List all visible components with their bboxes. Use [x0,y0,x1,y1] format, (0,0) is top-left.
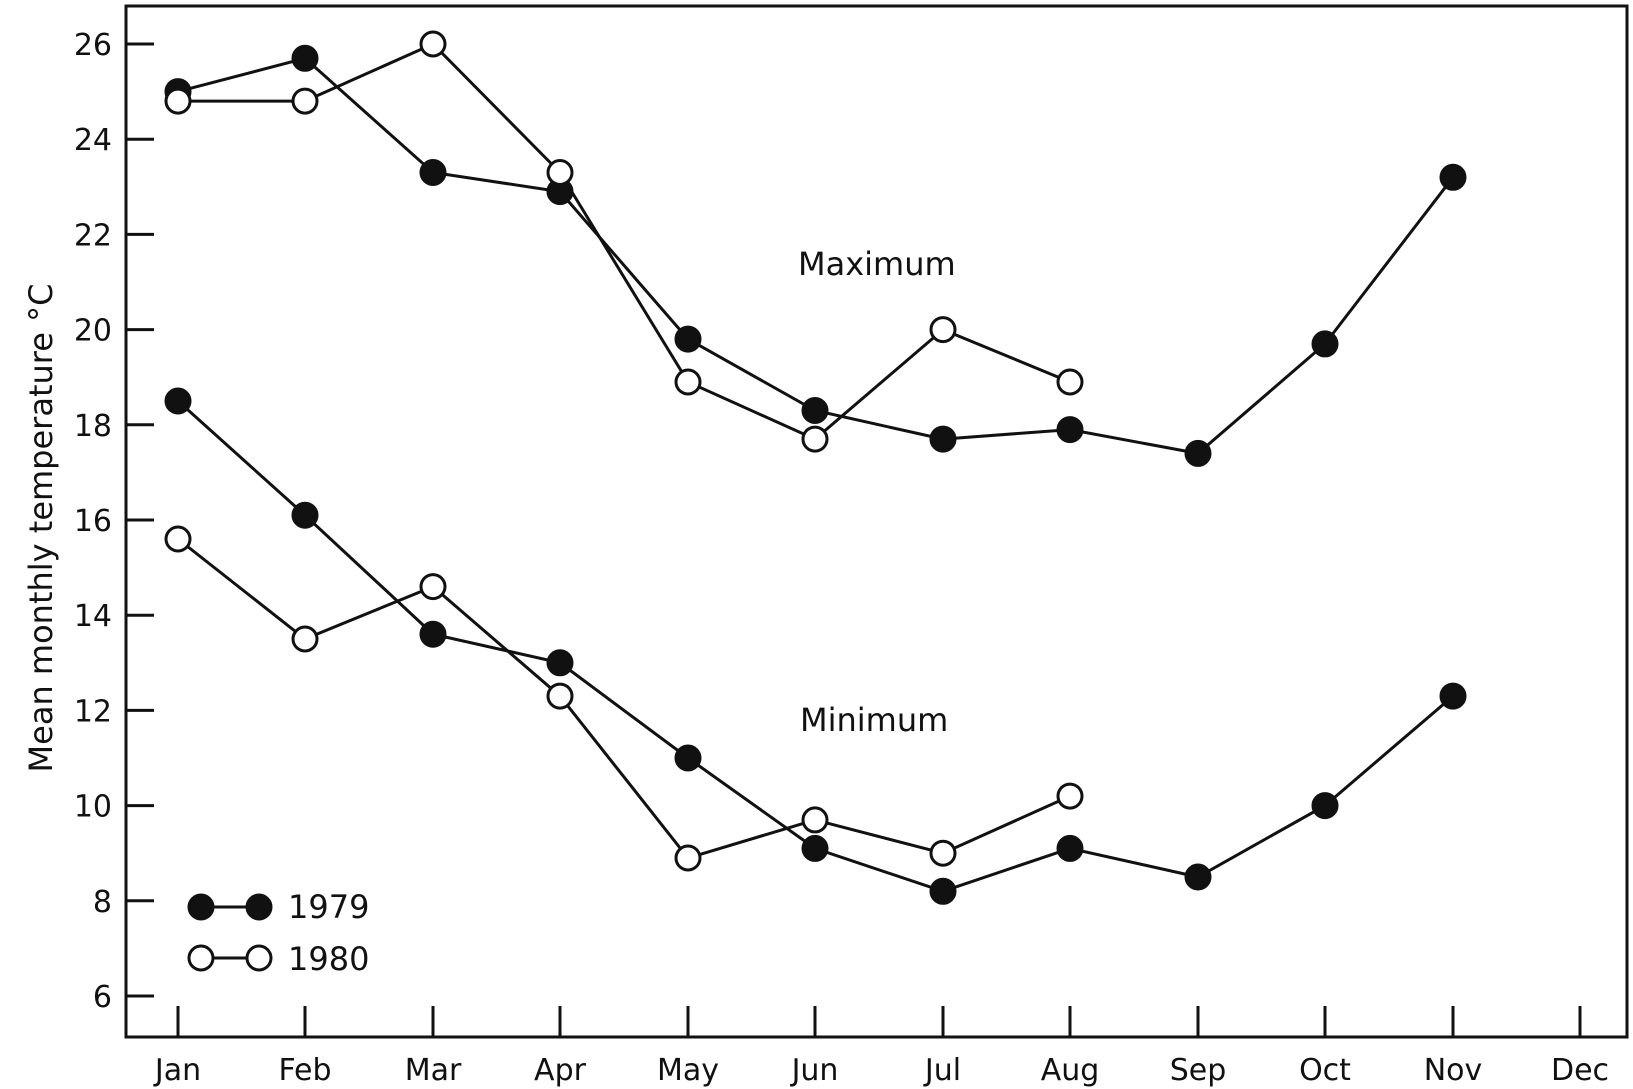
data-point [801,806,829,834]
x-tick-label: Jul [923,1053,961,1088]
data-point [929,839,957,867]
y-tick-label: 12 [74,694,112,729]
x-tick-label: Dec [1551,1053,1609,1088]
y-tick-label: 22 [74,218,112,253]
x-tick-label: May [657,1053,719,1088]
y-tick-label: 26 [74,28,112,63]
annotation-maximum: Maximum [798,245,956,283]
data-point [1184,439,1212,467]
legend-marker-1979-b [245,893,273,921]
data-point [1056,834,1084,862]
data-point [291,501,319,529]
data-point [546,649,574,677]
x-tick-label: Mar [405,1053,462,1088]
data-point [929,316,957,344]
x-tick-label: Jan [153,1053,201,1088]
y-tick-label: 16 [74,504,112,539]
data-point [1184,863,1212,891]
y-tick-label: 10 [74,790,112,825]
x-tick-label: Nov [1424,1053,1483,1088]
x-axis: Jan Feb Mar Apr May Jun Jul Aug Sep Oct Nov Dec [153,1006,1609,1088]
data-point [291,44,319,72]
data-point [419,620,447,648]
series-line [177,537,1071,860]
data-point [674,844,702,872]
x-tick-label: Feb [278,1053,331,1088]
data-point [419,159,447,186]
data-point [801,425,829,453]
legend-label-1979: 1979 [288,888,369,926]
y-tick-label: 20 [74,314,112,349]
y-tick-label: 14 [74,599,112,634]
plot-frame [124,4,1629,1039]
legend-marker-1979-a [187,893,215,921]
data-point [674,368,702,396]
legend-marker-1980-b [245,944,273,972]
data-point [1311,330,1339,358]
data-point [1056,368,1084,396]
data-point [164,387,192,415]
y-tick-label: 6 [93,980,112,1015]
y-axis-label: Mean monthly temperature °C [22,284,60,773]
x-tick-label: Oct [1299,1053,1351,1088]
y-tick-label: 8 [93,885,112,920]
data-point [929,425,957,453]
data-point [546,682,574,710]
x-tick-label: Aug [1041,1053,1100,1088]
y-axis: 6 8 10 12 14 16 18 20 22 24 26 [74,28,154,1015]
series-layer [164,30,1467,905]
data-point [1056,782,1084,810]
series-minimum-1979 [164,387,1467,905]
series-maximum-1980 [164,30,1084,453]
data-point [291,87,319,115]
series-line [178,42,1071,441]
data-point [1439,682,1467,710]
annotation-minimum: Minimum [800,701,948,739]
data-point [164,87,192,115]
series-maximum-1979 [164,44,1467,467]
data-point [419,30,447,58]
legend: 1979 1980 [187,888,369,978]
data-point [674,325,702,353]
data-point [1439,163,1467,191]
data-point [291,625,319,653]
y-tick-label: 24 [74,123,112,158]
x-tick-label: Sep [1170,1053,1227,1088]
data-point [674,744,702,772]
x-tick-label: Jun [790,1053,839,1088]
data-point [801,834,829,862]
y-tick-label: 18 [74,409,112,444]
data-point [419,573,447,601]
legend-marker-1980-a [187,944,215,972]
legend-label-1980: 1980 [288,940,369,978]
data-point [1311,792,1339,820]
series-minimum-1980 [164,525,1084,872]
data-point [801,397,829,424]
x-tick-label: Apr [534,1053,587,1088]
data-point [164,525,192,553]
data-point [546,159,574,186]
data-point [929,877,957,905]
data-point [1056,416,1084,444]
